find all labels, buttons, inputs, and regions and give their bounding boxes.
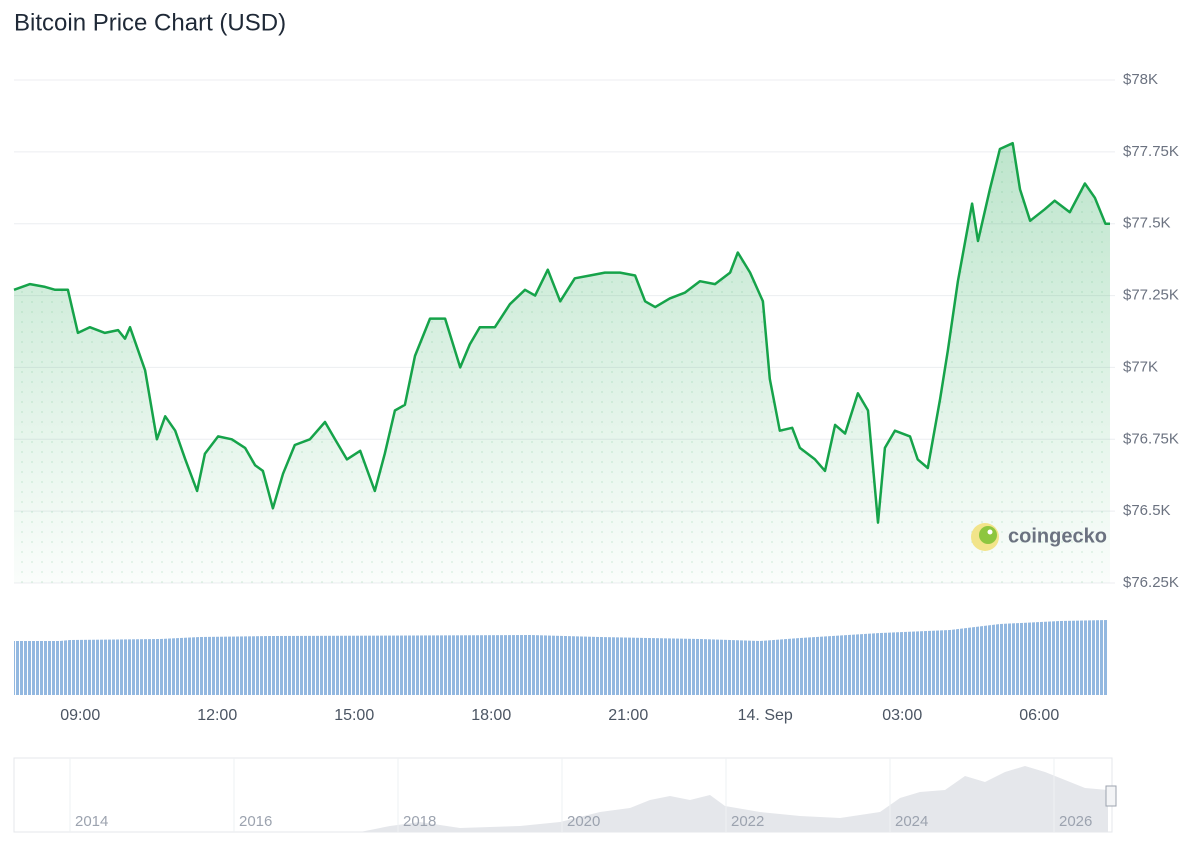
navigator-handle[interactable] [1105,785,1117,807]
y-tick-label: $76.75K [1123,430,1179,447]
navigator-label: 2016 [239,813,272,830]
area-dots [14,143,1110,583]
navigator: 2014 2016 2018 2020 2022 2024 2026 [13,757,1117,833]
watermark-text: coingecko [1008,525,1107,547]
price-line [13,141,1110,524]
x-tick-label: 21:00 [608,707,648,724]
x-tick-label: 15:00 [334,707,374,724]
x-tick-label: 09:00 [60,707,100,724]
navigator-label: 2018 [403,813,436,830]
navigator-label: 2026 [1059,813,1092,830]
x-tick-label: 14. Sep [738,707,793,724]
navigator-label: 2024 [895,813,928,830]
watermark: coingecko [971,523,1107,551]
x-tick-label: 18:00 [471,707,511,724]
x-axis: 09:00 12:00 15:00 18:00 21:00 14. Sep 03:00 06:… [60,707,1059,724]
navigator-label: 2020 [567,813,600,830]
y-tick-label: $76.25K [1123,574,1179,591]
y-tick-label: $77K [1123,358,1158,375]
y-tick-label: $77.5K [1123,215,1171,232]
y-tick-label: $78K [1123,71,1158,88]
x-tick-label: 03:00 [882,707,922,724]
volume-bars [14,620,1108,695]
x-tick-label: 06:00 [1019,707,1059,724]
y-tick-label: $77.75K [1123,143,1179,160]
y-tick-label: $77.25K [1123,287,1179,304]
y-tick-label: $76.5K [1123,502,1171,519]
navigator-label: 2014 [75,813,108,830]
x-tick-label: 12:00 [197,707,237,724]
plot [13,141,1110,583]
chart-title: Bitcoin Price Chart (USD) [14,9,286,36]
navigator-label: 2022 [731,813,764,830]
navigator-area [14,766,1108,832]
